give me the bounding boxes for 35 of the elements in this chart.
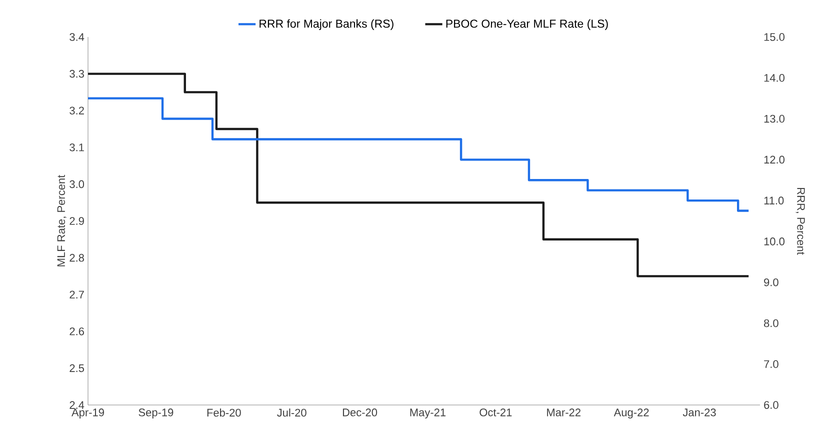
y-tick-label: 2.4: [70, 401, 84, 409]
x-tick-label: Feb-20: [207, 408, 241, 417]
y-axis-title: MLF Rate, Percent: [57, 174, 66, 266]
y2-tick-label: 10.0: [764, 238, 784, 246]
x-tick-label: Apr-19: [72, 408, 104, 418]
x-tick-label: Oct-21: [480, 408, 512, 416]
legend-label: PBOC One-Year MLF Rate (LS): [446, 19, 608, 30]
y2-tick-label: 9.0: [764, 278, 778, 286]
y2-tick-label: 14.0: [764, 74, 784, 82]
y2-tick-label: 11.0: [764, 196, 784, 204]
x-tick-label: Jul-20: [277, 408, 306, 417]
x-tick-label: Mar-22: [547, 408, 580, 416]
y-tick-label: 2.6: [70, 328, 84, 336]
y-tick-label: 2.8: [70, 254, 84, 262]
y2-tick-label: 13.0: [764, 114, 784, 123]
y-tick-label: 2.5: [70, 364, 84, 372]
y2-tick-label: 6.0: [764, 401, 778, 409]
y2-tick-label: 15.0: [764, 33, 784, 41]
x-tick-label: Dec-20: [342, 408, 378, 416]
y2-tick-label: 8.0: [764, 319, 778, 328]
x-tick-label: Sep-19: [138, 408, 174, 418]
x-tick-label: May-21: [410, 408, 446, 418]
y-tick-label: 3.3: [70, 70, 84, 78]
y2-tick-label: 12.0: [764, 156, 784, 164]
y-tick-label: 2.9: [70, 217, 84, 225]
y-tick-label: 3.2: [70, 106, 84, 114]
y2-axis-title: RRR, Percent: [796, 188, 805, 255]
y-tick-label: 2.7: [70, 290, 84, 298]
y-tick-label: 3.1: [70, 144, 84, 152]
legend-label: RRR for Major Banks (RS): [260, 19, 394, 30]
x-tick-label: Jan-23: [682, 408, 716, 416]
y-tick-label: 3.4: [70, 33, 84, 41]
x-tick-label: Aug-22: [614, 408, 649, 418]
y-tick-label: 3.0: [70, 180, 84, 188]
y2-tick-label: 7.0: [764, 360, 778, 368]
